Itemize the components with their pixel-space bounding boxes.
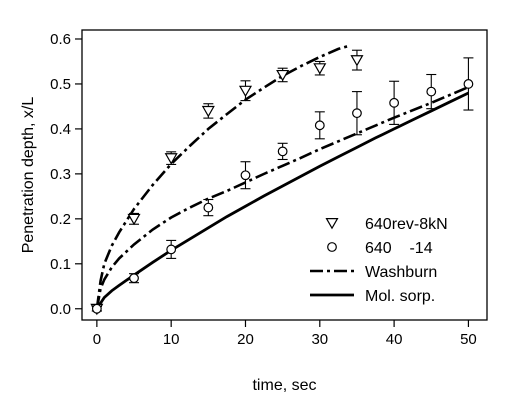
- series-line-dashdot: [95, 44, 350, 309]
- y-tick-label: 0.6: [50, 31, 71, 48]
- y-tick-label: 0.4: [50, 121, 71, 138]
- data-point-circle: [166, 244, 177, 255]
- legend: 640rev-8kN 640 -14 Washburn Mol. sorp.: [310, 216, 448, 305]
- legend-item: Mol. sorp.: [310, 288, 435, 305]
- data-point-circle: [314, 120, 325, 131]
- x-tick-label: 30: [311, 331, 328, 348]
- plot-frame: [81, 29, 488, 321]
- x-axis-label: time, sec: [252, 377, 316, 394]
- x-axis: 0 10 20 30 40 50: [93, 320, 477, 348]
- legend-item: 640 -14: [327, 240, 433, 257]
- legend-label: 640rev-8kN: [365, 216, 448, 233]
- legend-label: Washburn: [365, 264, 437, 281]
- data-point-triangle: [127, 213, 141, 226]
- legend-label: Mol. sorp.: [365, 288, 435, 305]
- data-point-triangle: [276, 69, 290, 82]
- y-tick-label: 0.3: [50, 166, 71, 183]
- x-tick-label: 40: [386, 331, 403, 348]
- x-tick-label: 50: [460, 331, 477, 348]
- series-line-dashdot: [95, 85, 469, 309]
- y-tick-label: 0.2: [50, 211, 71, 228]
- legend-symbol-triangle: [325, 218, 339, 230]
- y-tick-label: 0.0: [50, 301, 71, 318]
- data-point-circle: [129, 273, 139, 284]
- plot-area: [81, 29, 488, 321]
- data-point-circle: [463, 79, 474, 89]
- y-axis: 0.0 0.1 0.2 0.3 0.4 0.5 0.6: [50, 31, 82, 318]
- data-point-circle: [91, 303, 102, 314]
- data-point-circle: [352, 108, 362, 119]
- data-marks: [90, 44, 474, 316]
- y-tick-label: 0.1: [50, 256, 71, 273]
- data-point-triangle: [313, 63, 327, 75]
- data-point-triangle: [201, 105, 215, 118]
- x-tick-label: 10: [163, 331, 180, 348]
- data-point-triangle: [350, 55, 364, 67]
- data-point-circle: [426, 86, 437, 97]
- series-line-solid: [95, 91, 470, 310]
- legend-label: 640 -14: [365, 240, 433, 257]
- legend-item: Washburn: [310, 264, 437, 281]
- data-point-triangle: [238, 85, 253, 98]
- y-tick-label: 0.5: [50, 76, 71, 93]
- y-axis-label: Penetration depth, x/L: [20, 97, 37, 254]
- data-point-triangle: [164, 153, 178, 165]
- data-point-circle: [277, 146, 288, 157]
- legend-item: 640rev-8kN: [325, 216, 448, 233]
- data-point-circle: [389, 97, 400, 108]
- x-tick-label: 20: [237, 331, 254, 348]
- x-tick-label: 0: [93, 331, 101, 348]
- data-point-circle: [203, 202, 214, 213]
- legend-symbol-circle: [327, 242, 337, 252]
- data-point-circle: [240, 170, 251, 181]
